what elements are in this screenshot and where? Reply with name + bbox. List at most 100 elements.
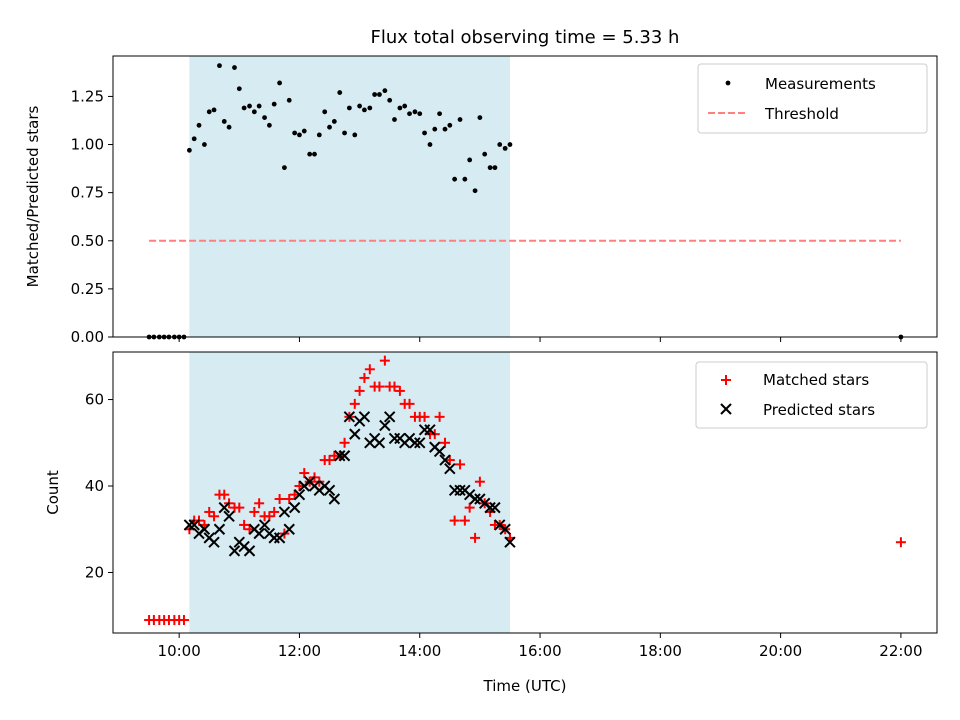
measurement-point bbox=[292, 130, 298, 136]
matched-star-point bbox=[449, 515, 460, 526]
measurement-point bbox=[337, 90, 343, 95]
measurement-point bbox=[301, 128, 307, 134]
matched-star-point bbox=[379, 355, 390, 366]
top-axes: 0.00 0.25 0.50 0.75 1.00 1.25 Flux total obse… bbox=[24, 27, 938, 346]
predicted-star-point bbox=[499, 523, 511, 535]
measurement-point bbox=[282, 165, 287, 171]
measurement-point bbox=[196, 122, 202, 128]
predicted-star-point bbox=[469, 493, 481, 505]
measurement-point bbox=[236, 86, 242, 92]
measurement-point bbox=[186, 147, 192, 153]
measurement-point bbox=[472, 188, 478, 194]
predicted-star-point bbox=[338, 450, 351, 462]
measurement-point bbox=[447, 122, 453, 128]
matched-star-point bbox=[464, 502, 475, 513]
measurement-point bbox=[367, 105, 373, 111]
measurement-point bbox=[392, 117, 397, 122]
predicted-star-point bbox=[409, 437, 421, 449]
bottom-legend-box bbox=[695, 361, 928, 429]
measurement-point bbox=[412, 109, 418, 115]
bottom-x-tick-label: 20:00 bbox=[759, 642, 802, 660]
top-axes-frame bbox=[112, 55, 938, 338]
measurement-point bbox=[226, 124, 232, 130]
predicted-star-point bbox=[243, 545, 256, 557]
top-y-tick-label: 0.25 bbox=[71, 280, 104, 298]
predicted-star-point bbox=[253, 527, 265, 540]
predicted-star-point bbox=[414, 437, 426, 449]
matched-star-point bbox=[274, 493, 285, 504]
predicted-star-point bbox=[439, 454, 451, 466]
bottom-x-tick-label: 10:00 bbox=[158, 642, 201, 660]
measurement-point bbox=[462, 176, 468, 182]
measurement-point bbox=[322, 109, 328, 115]
predicted-star-point bbox=[444, 463, 456, 475]
measurement-point bbox=[191, 136, 197, 142]
predicted-star-point bbox=[424, 424, 436, 436]
matched-star-point bbox=[470, 532, 481, 543]
matched-star-point bbox=[895, 537, 906, 548]
predicted-star-point bbox=[273, 532, 286, 544]
measurement-point bbox=[457, 117, 463, 122]
measurement-point bbox=[387, 97, 393, 103]
measurement-point bbox=[427, 142, 433, 147]
measurement-point bbox=[417, 111, 423, 117]
legend-predicted-stars-marker bbox=[720, 403, 732, 415]
top-y-tick-label: 0.50 bbox=[71, 232, 104, 250]
measurement-point bbox=[342, 130, 347, 136]
legend-threshold-label: Threshold bbox=[764, 105, 839, 123]
measurement-point bbox=[487, 165, 493, 171]
matched-star-point bbox=[339, 437, 350, 448]
predicted-star-point bbox=[454, 484, 466, 497]
legend-predicted-stars-label: Predicted stars bbox=[763, 401, 875, 419]
measurement-point bbox=[241, 105, 247, 111]
predicted-star-point bbox=[293, 488, 306, 501]
matched-star-point bbox=[234, 502, 245, 513]
bottom-x-tick-label: 18:00 bbox=[639, 642, 682, 660]
measurement-point bbox=[202, 142, 207, 147]
matched-star-point bbox=[459, 515, 470, 526]
measurement-point bbox=[477, 115, 483, 120]
top-measurement-points bbox=[146, 63, 904, 340]
measurement-point bbox=[346, 105, 352, 111]
predicted-star-point bbox=[258, 519, 271, 531]
top-chart-title: Flux total observing time = 5.33 h bbox=[371, 27, 680, 48]
predicted-star-point bbox=[283, 523, 295, 535]
predicted-star-point bbox=[383, 411, 396, 423]
matched-star-point bbox=[269, 506, 280, 517]
measurement-point bbox=[307, 151, 313, 157]
bottom-x-tick-label: 16:00 bbox=[518, 642, 561, 660]
measurement-point bbox=[331, 119, 337, 124]
predicted-star-point bbox=[343, 411, 356, 423]
bottom-y-tick-label: 60 bbox=[85, 391, 104, 409]
top-y-tick-label: 1.25 bbox=[71, 87, 104, 105]
measurement-point bbox=[232, 65, 237, 70]
measurement-point bbox=[467, 157, 473, 163]
predicted-star-point bbox=[288, 501, 301, 514]
matched-star-point bbox=[289, 489, 300, 500]
bottom-x-tick-label: 14:00 bbox=[398, 642, 441, 660]
measurement-point bbox=[437, 111, 442, 117]
matched-star-point bbox=[474, 476, 485, 487]
predicted-star-point bbox=[208, 536, 220, 548]
predicted-star-point bbox=[323, 484, 336, 497]
measurement-point bbox=[422, 130, 427, 136]
measurement-point bbox=[271, 101, 277, 107]
measurement-point bbox=[316, 132, 322, 138]
bottom-x-ticks: 10:00 12:00 14:00 16:00 18:00 20:00 22:00 bbox=[158, 633, 923, 660]
matched-star-point bbox=[434, 411, 445, 422]
bottom-y-ticks: 20 40 60 bbox=[85, 391, 113, 581]
measurement-point bbox=[377, 92, 382, 97]
predicted-star-point bbox=[218, 501, 230, 514]
legend-matched-stars-marker bbox=[721, 375, 731, 385]
measurement-point bbox=[286, 97, 292, 103]
measurement-point bbox=[266, 122, 272, 128]
measurement-point bbox=[277, 80, 283, 86]
top-y-axis-label: Matched/Predicted stars bbox=[24, 106, 42, 288]
measurement-point bbox=[262, 115, 267, 120]
measurement-point bbox=[312, 151, 317, 157]
legend-matched-stars-label: Matched stars bbox=[763, 371, 869, 389]
measurement-point bbox=[362, 107, 367, 113]
measurement-point bbox=[206, 109, 212, 115]
predicted-star-point bbox=[373, 437, 386, 449]
predicted-star-point bbox=[198, 523, 211, 535]
